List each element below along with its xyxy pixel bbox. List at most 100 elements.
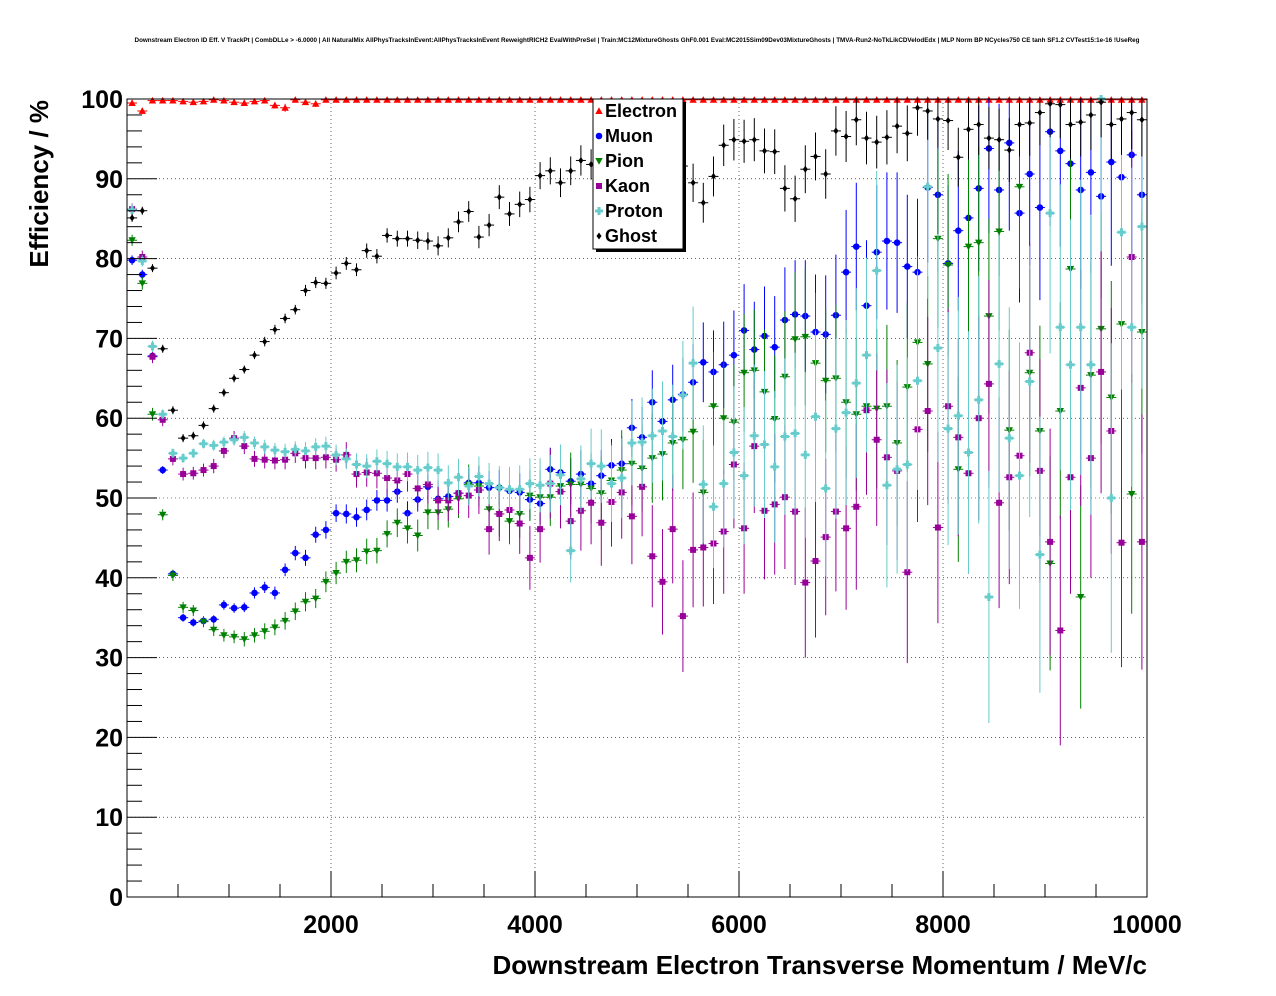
point-electron <box>179 97 187 105</box>
point-proton <box>954 411 963 420</box>
point-kaon <box>496 510 503 517</box>
point-proton <box>372 457 381 466</box>
point-ghost <box>1017 121 1022 129</box>
point-proton <box>780 432 789 441</box>
point-proton <box>964 448 973 457</box>
point-pion <box>424 509 432 517</box>
point-kaon <box>424 481 431 488</box>
point-kaon <box>873 436 880 443</box>
y-tick-label: 100 <box>81 86 123 114</box>
point-ghost <box>303 287 308 295</box>
point-proton <box>128 205 137 214</box>
point-ghost <box>262 338 268 346</box>
point-ghost <box>272 326 278 334</box>
point-muon <box>251 589 258 597</box>
point-proton <box>168 449 177 458</box>
point-electron <box>230 98 238 106</box>
point-kaon <box>271 457 278 464</box>
point-ghost <box>1139 116 1145 124</box>
point-kaon <box>1118 539 1125 546</box>
point-electron <box>159 96 167 104</box>
point-kaon <box>628 513 635 520</box>
point-ghost <box>282 314 288 322</box>
point-proton <box>444 478 453 487</box>
point-muon <box>190 619 197 626</box>
point-ghost <box>190 432 196 440</box>
point-proton <box>587 459 596 468</box>
x-tick-label: 6000 <box>711 911 767 939</box>
point-kaon <box>200 467 207 474</box>
point-ghost <box>690 179 696 187</box>
point-proton <box>179 454 188 463</box>
chart-title: Downstream Electron ID Eff. V TrackPt | … <box>135 37 1140 44</box>
point-proton <box>434 466 443 475</box>
grid-lines <box>127 99 1147 897</box>
point-muon <box>771 343 778 351</box>
point-proton <box>719 479 728 488</box>
point-muon <box>1087 169 1095 176</box>
x-tick-label: 2000 <box>303 911 359 939</box>
point-ghost <box>1129 109 1135 117</box>
point-ghost <box>333 269 339 277</box>
point-pion <box>352 557 361 564</box>
point-muon <box>332 509 340 517</box>
point-ghost <box>343 259 349 267</box>
legend-label-kaon: Kaon <box>605 176 650 196</box>
point-pion <box>414 532 422 540</box>
point-proton <box>791 429 800 438</box>
point-kaon <box>220 447 227 454</box>
point-ghost <box>445 234 451 242</box>
point-ghost <box>517 200 523 208</box>
point-kaon <box>537 526 544 533</box>
point-pion <box>322 578 330 586</box>
point-pion <box>261 628 269 635</box>
point-electron <box>148 96 157 104</box>
y-axis-title: Efficiency / % <box>24 100 54 268</box>
point-muon <box>842 268 850 276</box>
point-ghost <box>180 434 186 442</box>
point-proton <box>362 462 371 471</box>
point-ghost <box>833 127 839 135</box>
point-muon <box>1057 147 1064 155</box>
point-proton <box>1066 360 1075 369</box>
point-proton <box>872 266 881 275</box>
point-kaon <box>526 554 533 561</box>
point-kaon <box>159 416 166 423</box>
point-kaon <box>659 578 666 585</box>
point-ghost <box>211 405 217 413</box>
legend-label-ghost: Ghost <box>605 226 657 246</box>
point-muon <box>322 526 330 534</box>
point-proton <box>281 447 290 456</box>
point-proton <box>321 442 330 451</box>
point-ghost <box>1047 100 1053 108</box>
x-tick-label: 4000 <box>507 911 563 939</box>
point-electron <box>301 98 310 106</box>
point-muon <box>904 263 911 270</box>
point-pion <box>975 239 983 247</box>
point-ghost <box>129 214 135 222</box>
point-kaon <box>843 525 850 532</box>
point-pion <box>740 369 748 377</box>
point-proton <box>1035 550 1044 559</box>
point-electron <box>261 96 269 104</box>
point-kaon <box>588 499 595 506</box>
point-proton <box>525 479 534 488</box>
point-kaon <box>1057 627 1064 634</box>
point-ghost <box>384 231 390 239</box>
point-proton <box>219 438 228 447</box>
point-proton <box>933 343 942 352</box>
point-muon <box>1108 158 1115 166</box>
point-pion <box>393 519 401 527</box>
point-muon <box>700 359 707 366</box>
point-pion <box>148 411 157 418</box>
point-proton <box>811 412 820 421</box>
point-muon <box>383 497 391 504</box>
point-kaon <box>598 519 605 526</box>
point-ghost <box>864 134 869 142</box>
point-electron <box>271 101 279 109</box>
data-points <box>127 95 1147 746</box>
point-ghost <box>813 152 818 160</box>
point-kaon <box>149 353 156 360</box>
point-pion <box>403 525 412 533</box>
point-kaon <box>649 553 656 560</box>
